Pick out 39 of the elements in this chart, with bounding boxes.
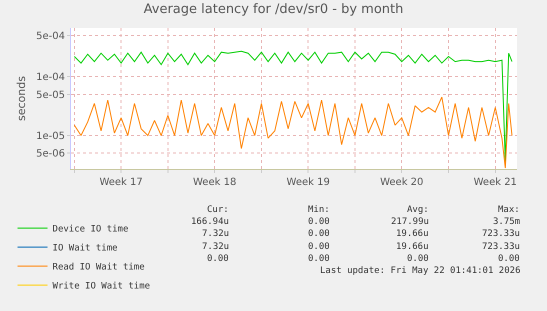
text: 217.99u: [391, 217, 429, 227]
y-tick-label: 5e-06: [36, 148, 65, 160]
text: Cur:: [207, 205, 229, 215]
text: 19.66u: [396, 229, 429, 239]
y-tick-label: 1e-05: [36, 131, 65, 142]
chart-title: Average latency for /dev/sr0 - by month: [144, 2, 404, 18]
text: 3.75m: [493, 217, 520, 227]
y-axis-title: seconds: [14, 76, 28, 121]
text: 723.33u: [482, 229, 520, 239]
text: Min:: [308, 205, 330, 215]
line-series: [74, 96, 512, 169]
text: 0.00: [308, 217, 330, 227]
text: 0.00: [498, 254, 520, 264]
text: 19.66u: [396, 242, 429, 252]
y-tick-label: 5e-04: [36, 30, 65, 42]
text: 723.33u: [482, 242, 520, 252]
text: Last update: Fri May 22 01:41:01 2026: [320, 266, 520, 276]
text: 0.00: [308, 229, 330, 239]
legend-label: Read IO Wait time: [52, 262, 145, 273]
line-series: [74, 50, 512, 162]
legend-label: Device IO time: [52, 224, 128, 235]
text: 0.00: [407, 254, 429, 264]
x-tick-label: Week 21: [474, 177, 517, 188]
x-tick-label: Week 20: [380, 177, 424, 188]
text: 166.94u: [191, 217, 229, 227]
x-tick-label: Week 19: [286, 177, 330, 188]
x-tick-label: Week 17: [99, 177, 143, 188]
text: 0.00: [308, 254, 330, 264]
legend-label: IO Wait time: [52, 244, 118, 254]
text: Avg:: [407, 205, 429, 215]
text: 7.32u: [202, 229, 230, 239]
text: Max:: [498, 205, 520, 215]
x-tick-label: Week 18: [193, 177, 236, 188]
y-tick-label: 5e-05: [36, 90, 65, 101]
legend-label: Write IO Wait time: [52, 282, 150, 292]
text: 7.32u: [202, 242, 230, 252]
text: 0.00: [207, 254, 229, 264]
y-tick-label: 1e-04: [36, 72, 65, 84]
text: 0.00: [308, 242, 330, 252]
